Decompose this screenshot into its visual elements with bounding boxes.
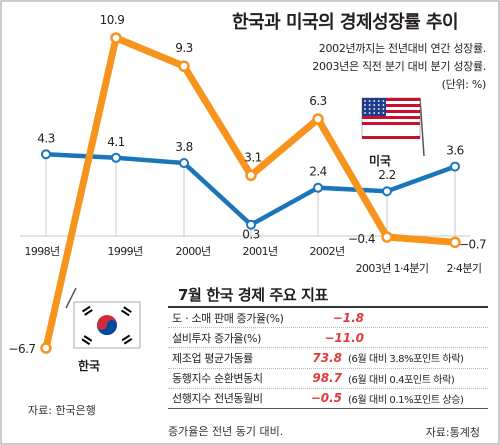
chart-title: 한국과 미국의 경제성장률 추이 [232,12,459,33]
note-line-2: 2003년은 직전 분기 대비 분기 성장률. [312,60,486,73]
table-title: 7월 한국 경제 주요 지표 [178,286,328,304]
flag-stripe [362,122,420,125]
x-tick-label: 2003년 1·4분기 [356,262,429,275]
korea-value-label: 6.3 [309,94,327,108]
korea-series-label: 한국 [78,359,101,373]
korea-data-point [178,60,190,72]
flag-star [377,108,380,110]
flag-star [382,112,385,114]
south-korea-flag-icon [65,287,141,349]
flag-star [368,100,371,102]
flag-star [377,112,380,114]
unit-note: (단위: %) [441,78,487,91]
row-detail: (6월 대비 0.4포인트 하락) [348,374,455,386]
flag-star [364,104,366,106]
point-layer [40,32,461,354]
usa-value-label: 0.3 [242,228,260,242]
flag-stripe [362,98,420,101]
flag-star [364,108,366,110]
korea-data-point [110,32,122,44]
value-label-layer: −6.7 10.9 9.3 3.1 6.3 −0.4 −0.7 4.3 4.1 3.8 0.3 2.4… [8,13,486,356]
row-value: 73.8 [312,350,342,365]
x-tick-label: 2000년 [175,245,210,258]
korea-value-label: 3.1 [244,150,262,164]
flag-star [364,112,366,114]
row-value: 98.7 [312,371,342,386]
usa-value-label: 3.6 [446,144,464,158]
korea-value-label: 9.3 [175,41,193,55]
flag-star [368,108,371,110]
usa-data-point [179,158,189,169]
note-line-1: 2002년까지는 전년대비 연간 성장률. [318,42,487,55]
flag-star [377,104,380,106]
flag-stripe [362,116,420,119]
usa-data-point [246,219,256,230]
row-label: 설비투자 증가율(%) [172,331,261,345]
flag-stripe [362,136,420,139]
table-footnote: 증가율은 전년 동기 대비. [168,425,284,438]
usa-series-line [45,152,456,228]
x-tick-label: 1998년 [24,245,59,258]
x-tick-label: 1999년 [107,245,142,258]
row-label: 동행지수 순환변동치 [172,372,263,386]
flag-star [373,104,376,106]
x-tick-label: 2002년 [309,245,344,258]
usa-series-label: 미국 [369,154,392,168]
usa-data-point [382,186,392,197]
row-label: 선행지수 전년동월비 [172,392,263,406]
row-label: 도ㆍ소매 판매 증가율(%) [172,311,284,325]
usa-value-label: 4.1 [107,135,125,149]
flag-star [382,100,385,102]
flag-star [373,100,376,102]
korea-value-label: −0.7 [459,237,486,251]
indicator-table: 도ㆍ소매 판매 증가율(%) −1.8 설비투자 증가율(%) −11.0 제조… [168,306,488,409]
korea-data-point [312,113,324,125]
flag-star [377,100,380,102]
row-detail: (6월 대비 0.1%포인트 상승) [348,394,464,406]
usa-value-label: 2.2 [378,168,396,182]
usa-data-point [111,152,121,163]
row-value: −0.5 [310,391,342,406]
flag-star [368,112,371,114]
row-label: 제조업 평균가동률 [172,351,253,365]
flag-star [368,104,371,106]
usa-flag-icon [361,97,425,157]
x-tick-label: 2·4분기 [447,262,482,275]
usa-data-point [313,182,323,193]
korea-data-point [40,342,52,354]
korea-data-point [449,236,461,249]
usa-value-label: 3.8 [175,140,193,154]
korea-value-label: −6.7 [8,342,35,356]
table-row: 제조업 평균가동률 73.8 (6월 대비 3.8%포인트 하락) [168,348,488,369]
flag-star [382,108,385,110]
korea-data-point [245,169,257,182]
table-row: 동행지수 순환변동치 98.7 (6월 대비 0.4포인트 하락) [168,369,488,389]
korea-data-point [381,231,393,243]
usa-data-point [41,149,51,160]
row-value: −1.8 [332,310,364,325]
row-value: −11.0 [324,330,364,345]
table-row: 도ㆍ소매 판매 증가율(%) −1.8 [168,308,488,329]
usa-data-point [450,161,460,172]
source-right: 자료:통계청 [425,426,480,439]
table-row: 선행지수 전년동월비 −0.5 (6월 대비 0.1%포인트 상승) [168,389,488,408]
usa-value-label: 2.4 [309,165,327,179]
flag-star [373,108,376,110]
flag-star [364,100,366,102]
flag-stripe [362,110,420,113]
x-tick-label: 2001년 [242,245,277,258]
source-left: 자료: 한국은행 [28,404,96,417]
table-row: 설비투자 증가율(%) −11.0 [168,328,488,349]
usa-value-label: 4.3 [37,131,55,145]
korea-value-label: 10.9 [100,13,125,27]
flag-stripe [362,104,420,107]
row-detail: (6월 대비 3.8%포인트 하락) [348,354,464,366]
korea-value-label: −0.4 [348,232,375,246]
flag-star [373,112,376,114]
x-tick-layer: 1998년 1999년 2000년 2001년 2002년 2003년 1·4분기 2·4분… [24,245,482,275]
flag-star [382,104,385,106]
